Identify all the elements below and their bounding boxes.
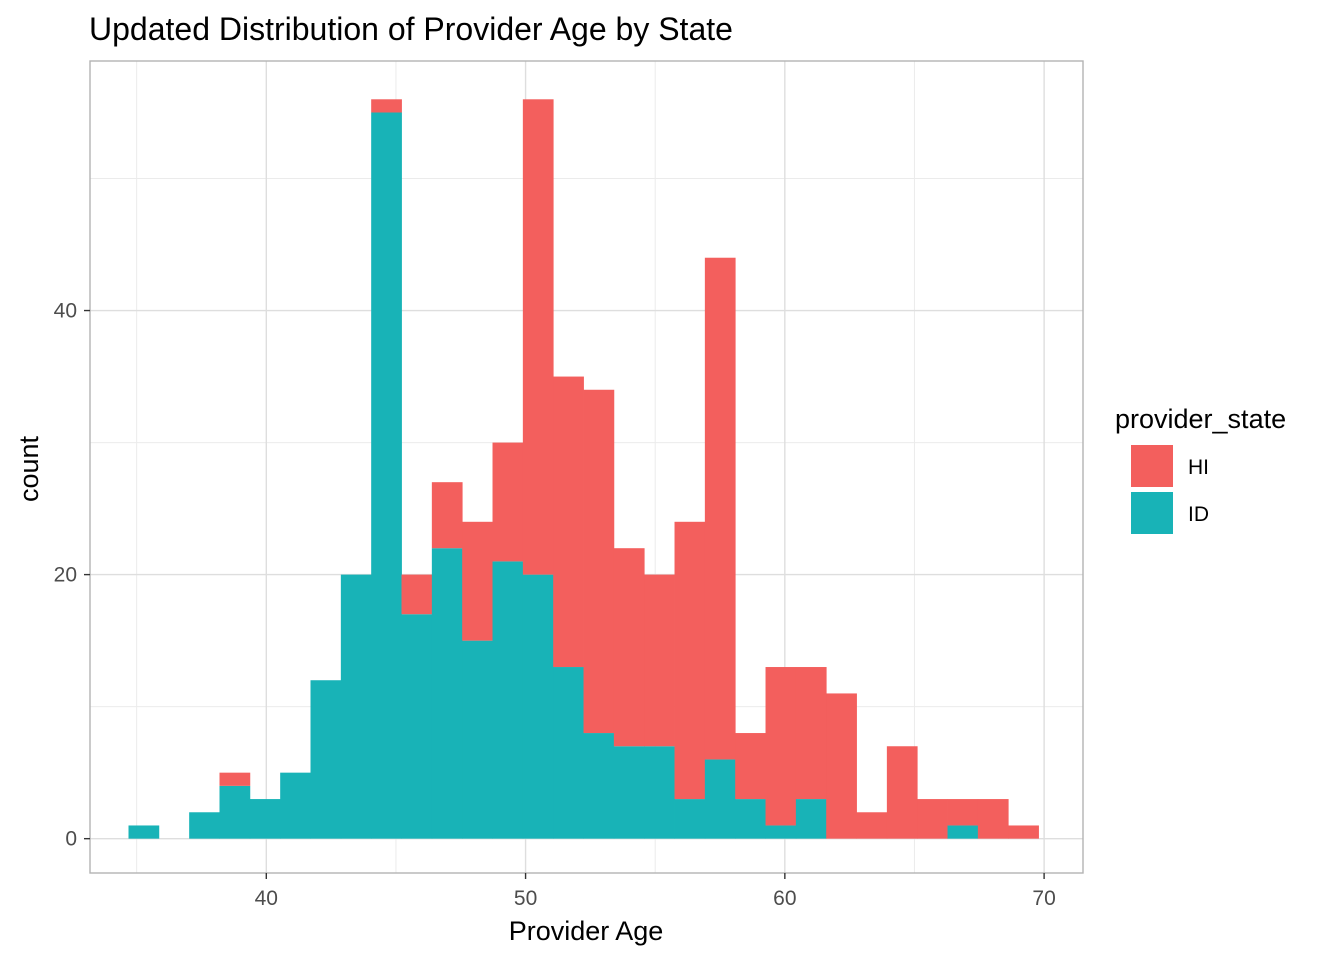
chart-title: Updated Distribution of Provider Age by … [89,11,733,47]
y-tick-label: 0 [65,828,77,851]
bar-hi [886,746,918,839]
bar-id [795,799,827,839]
x-tick-label: 50 [514,887,537,910]
legend-title: provider_state [1115,404,1286,434]
bar-id [340,574,372,839]
bar-hi [795,667,827,800]
legend-swatch-id [1131,492,1173,534]
bar-id [522,574,554,839]
x-tick-label: 70 [1032,887,1055,910]
bar-id [401,614,433,839]
bar-id [947,825,979,839]
panel-border [89,60,1084,874]
bar-hi [644,574,675,747]
bar-hi [856,812,888,839]
bar-hi [735,733,766,800]
bar-id [644,746,675,839]
bar-hi [765,667,797,826]
y-axis: 0 20 40 [54,300,90,851]
legend-label-id: ID [1188,503,1209,526]
x-axis: 40 50 60 70 [255,873,1056,910]
bar-hi [977,799,1009,839]
y-tick-label: 40 [54,300,77,323]
bar-id [765,825,797,839]
bar-hi [826,693,857,839]
y-tick-label: 20 [54,564,77,587]
bar-hi [947,799,979,826]
bar-hi [371,99,402,113]
x-tick-label: 40 [255,887,278,910]
bar-hi [401,574,433,615]
y-axis-label: count [14,435,44,502]
bar-id [735,799,766,839]
bar-id [219,785,251,839]
bar-id [674,799,706,839]
bar-hi [522,99,554,575]
bar-id [128,825,160,839]
bar-id [553,667,584,839]
bars [128,99,1039,839]
bar-hi [1008,825,1039,839]
bar-id [492,561,524,839]
bar-id [249,799,281,839]
x-axis-label: Provider Age [509,916,664,946]
bar-hi [583,389,615,734]
bar-id [280,772,311,839]
bar-id [431,548,463,839]
bar-id [462,640,493,839]
bar-hi [431,482,463,549]
bar-hi [613,548,645,747]
bar-hi [704,257,736,760]
legend-swatch-hi [1131,445,1173,487]
legend: provider_state HI ID [1115,404,1286,534]
legend-label-hi: HI [1188,456,1209,479]
bar-hi [462,521,493,641]
bar-id [371,112,402,839]
bar-id [704,759,736,839]
bar-hi [492,442,524,562]
bar-id [310,680,342,839]
bar-hi [674,521,706,800]
x-tick-label: 60 [773,887,796,910]
bar-hi [917,799,948,839]
bar-hi [219,772,251,786]
panel-border-rect [89,60,1084,874]
bar-id [189,812,220,839]
bar-id [583,733,615,839]
bar-id [613,746,645,839]
bar-hi [553,376,584,668]
